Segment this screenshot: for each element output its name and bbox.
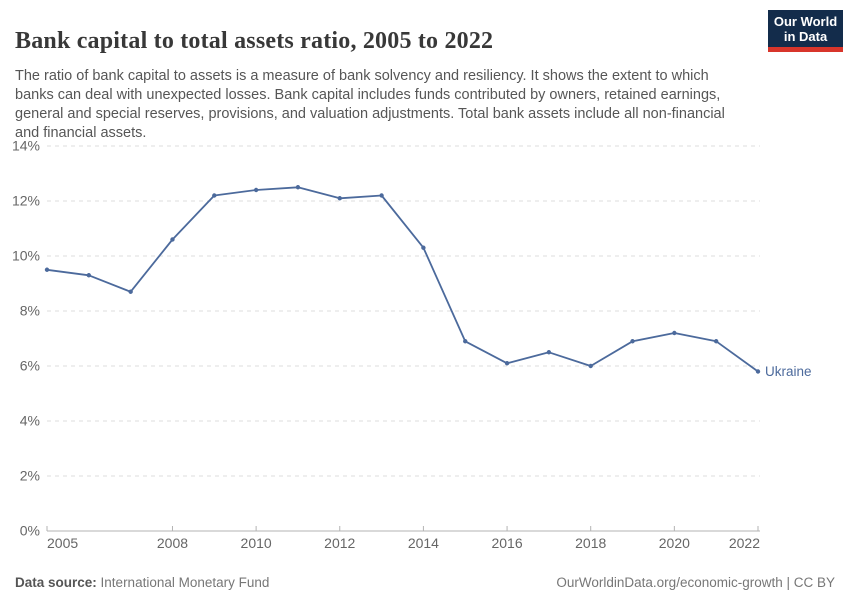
y-axis-tick-label: 10% bbox=[12, 248, 40, 264]
chart-title: Bank capital to total assets ratio, 2005… bbox=[15, 28, 494, 55]
data-point[interactable] bbox=[421, 245, 426, 250]
x-axis-tick-label: 2010 bbox=[241, 535, 272, 551]
data-point[interactable] bbox=[755, 369, 761, 374]
y-axis-tick-label: 12% bbox=[12, 193, 40, 209]
x-axis-tick-label: 2016 bbox=[491, 535, 522, 551]
y-axis-tick-label: 8% bbox=[20, 303, 40, 319]
data-source: Data source: International Monetary Fund bbox=[15, 575, 269, 590]
data-point[interactable] bbox=[379, 193, 384, 198]
owid-logo-text: Our World in Data bbox=[774, 14, 837, 44]
y-axis-tick-label: 0% bbox=[20, 523, 40, 539]
y-axis-tick-label: 4% bbox=[20, 413, 40, 429]
x-axis-tick-label: 2012 bbox=[324, 535, 355, 551]
data-point[interactable] bbox=[672, 330, 677, 336]
data-point[interactable] bbox=[546, 350, 552, 355]
data-point[interactable] bbox=[337, 196, 342, 201]
x-axis-tick-label: 2008 bbox=[157, 535, 188, 551]
data-point[interactable] bbox=[86, 273, 92, 278]
data-point[interactable] bbox=[463, 339, 468, 344]
data-source-label: Data source: bbox=[15, 575, 97, 590]
data-point[interactable] bbox=[713, 339, 719, 344]
x-axis-tick-label: 2022 bbox=[729, 535, 760, 551]
entity-label[interactable]: Ukraine bbox=[765, 364, 812, 379]
x-axis-tick-label: 2018 bbox=[575, 535, 606, 551]
y-axis-tick-label: 6% bbox=[20, 358, 40, 374]
y-axis-tick-label: 14% bbox=[12, 138, 40, 154]
data-point[interactable] bbox=[253, 187, 259, 193]
credit-link[interactable]: OurWorldinData.org/economic-growth | CC … bbox=[556, 575, 835, 590]
data-point[interactable] bbox=[170, 237, 175, 242]
data-point[interactable] bbox=[44, 267, 50, 272]
owid-logo-line2: in Data bbox=[783, 28, 828, 44]
data-point[interactable] bbox=[630, 339, 635, 344]
x-axis-tick-label: 2005 bbox=[47, 535, 78, 551]
data-point[interactable] bbox=[295, 185, 301, 190]
data-point[interactable] bbox=[504, 361, 510, 366]
data-point[interactable] bbox=[128, 289, 133, 294]
chart-footer: Data source: International Monetary Fund… bbox=[15, 575, 835, 590]
data-source-value: International Monetary Fund bbox=[100, 575, 270, 590]
data-point[interactable] bbox=[212, 193, 217, 198]
y-axis-tick-label: 2% bbox=[20, 468, 40, 484]
x-axis-tick-label: 2014 bbox=[408, 535, 439, 551]
owid-logo-line1: Our World bbox=[773, 13, 838, 29]
x-axis-tick-label: 2020 bbox=[659, 535, 690, 551]
owid-logo[interactable]: Our World in Data bbox=[768, 10, 843, 52]
data-point[interactable] bbox=[588, 363, 593, 369]
chart-subtitle: The ratio of bank capital to assets is a… bbox=[15, 67, 725, 141]
series-line-ukraine bbox=[46, 186, 759, 373]
